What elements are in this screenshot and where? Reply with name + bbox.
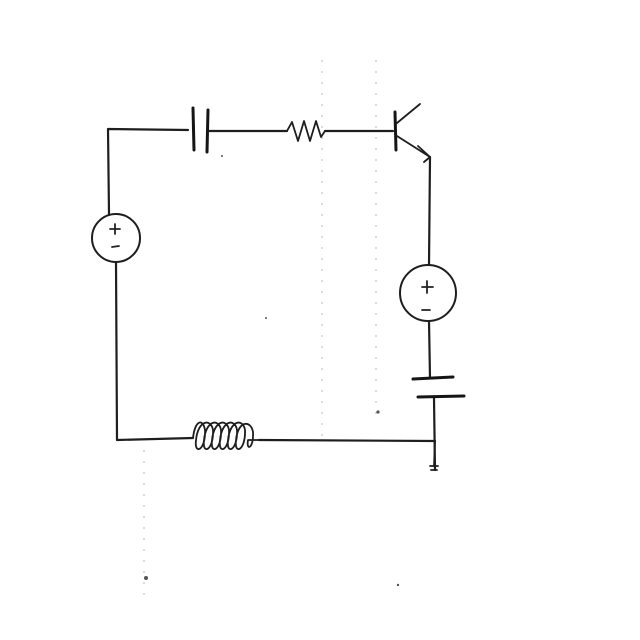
top-capacitor bbox=[191, 106, 210, 154]
left-voltage-source bbox=[91, 213, 141, 263]
resistor bbox=[286, 120, 326, 142]
inductor bbox=[192, 421, 260, 451]
ground-symbol bbox=[429, 440, 439, 471]
left-wire bbox=[106, 127, 195, 442]
right-voltage-source bbox=[399, 264, 457, 322]
transistor bbox=[393, 103, 431, 163]
bottom-wire bbox=[257, 438, 437, 443]
right-capacitor bbox=[411, 375, 466, 399]
scan-noise bbox=[143, 60, 400, 600]
